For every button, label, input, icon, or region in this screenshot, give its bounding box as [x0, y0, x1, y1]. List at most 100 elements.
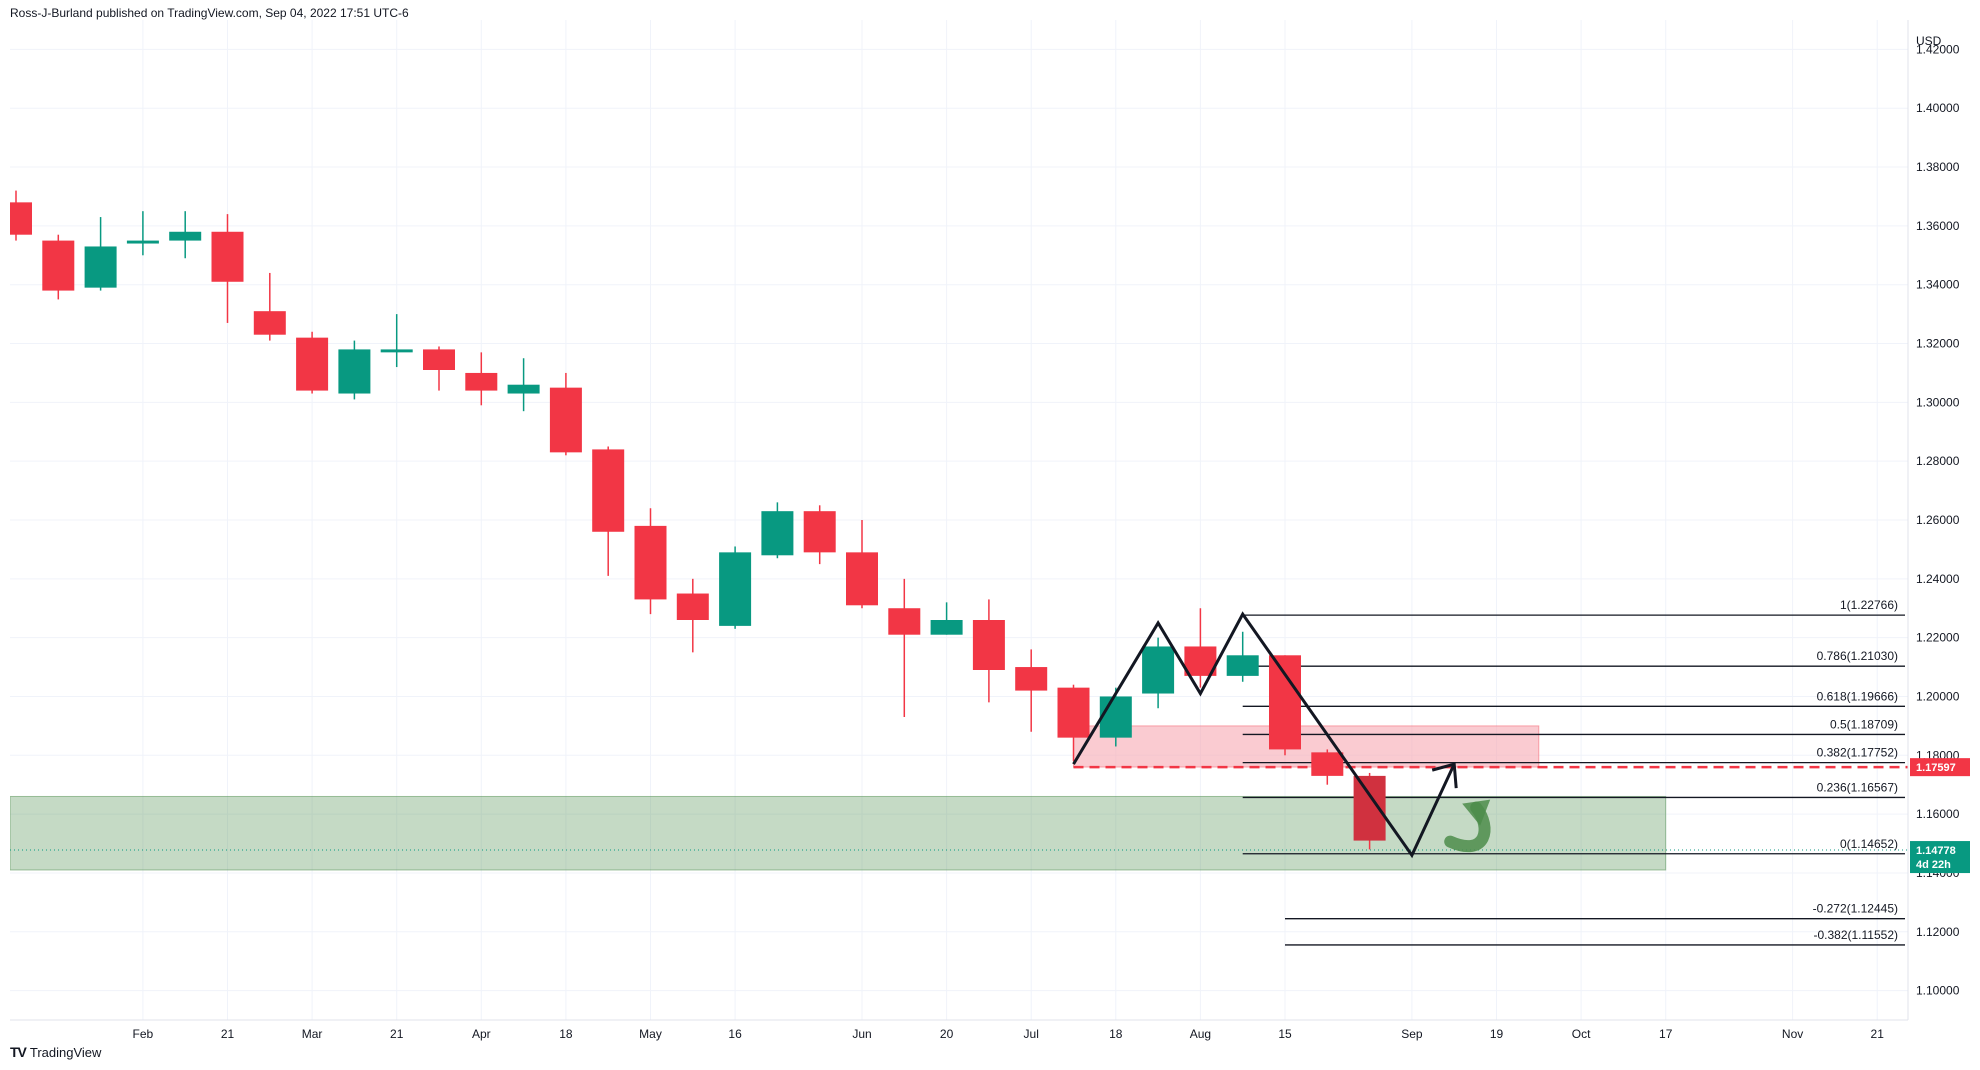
candle-body [465, 372, 498, 391]
support-zone-green [10, 795, 1667, 871]
tradingview-logo-text: TradingView [29, 1044, 102, 1060]
pattern-overlay [10, 611, 1908, 859]
time-tick-label: 18 [1109, 1027, 1123, 1041]
price-tick-label: 1.20000 [1916, 689, 1960, 703]
candle-body [761, 511, 794, 556]
price-tick-label: 1.10000 [1916, 984, 1960, 998]
candle-body [1099, 696, 1132, 738]
time-tick-label: 16 [728, 1027, 742, 1041]
candle-body [549, 387, 582, 453]
resistance-zone-red [1073, 725, 1540, 768]
dashed-level-badge [1910, 758, 1970, 777]
dashed-level-badge-text: 1.17597 [1916, 762, 1956, 774]
fib-label: 0.5(1.18709) [1830, 717, 1898, 731]
candle-body [1057, 687, 1090, 738]
time-tick-label: Sep [1401, 1027, 1423, 1041]
time-tick-label: 17 [1659, 1027, 1673, 1041]
price-tick-label: 1.12000 [1916, 925, 1960, 939]
time-tick-label: 21 [221, 1027, 235, 1041]
tradingview-logo-icon: TV [10, 1044, 27, 1060]
candle-body [1015, 667, 1048, 691]
fib-label: 0.382(1.17752) [1817, 746, 1898, 760]
candle-body [1353, 775, 1386, 841]
price-tick-label: 1.34000 [1916, 278, 1960, 292]
candle-body [507, 384, 540, 394]
candle-body [972, 620, 1005, 670]
price-tick-label: 1.36000 [1916, 219, 1960, 233]
candle-body [803, 511, 836, 553]
candle-body [211, 231, 244, 282]
publisher-info: Ross-J-Burland published on TradingView.… [10, 6, 409, 20]
price-axis[interactable]: 1.100001.120001.140001.160001.180001.200… [1916, 42, 1960, 997]
candle-body [338, 349, 371, 394]
fib-label: 0.618(1.19666) [1817, 689, 1898, 703]
currency-label: USD [1916, 34, 1942, 48]
countdown-text: 4d 22h [1916, 859, 1951, 871]
candle-body [380, 349, 413, 353]
candle-body [1311, 752, 1344, 776]
time-tick-label: 21 [390, 1027, 404, 1041]
chart-grid [10, 20, 1908, 1020]
candle-body [253, 311, 286, 335]
fib-label: -0.272(1.12445) [1813, 902, 1898, 916]
time-tick-label: May [639, 1027, 662, 1041]
chart-zones [10, 725, 1667, 871]
time-tick-label: Feb [133, 1027, 154, 1041]
current-price-badge-text: 1.14778 [1916, 845, 1956, 857]
price-tick-label: 1.28000 [1916, 454, 1960, 468]
time-tick-label: Mar [302, 1027, 323, 1041]
time-tick-label: 19 [1490, 1027, 1504, 1041]
price-tick-label: 1.38000 [1916, 160, 1960, 174]
price-badges: 1.17597 1.14778 4d 22h [1910, 758, 1970, 874]
candle-body [1269, 655, 1301, 750]
time-tick-label: 20 [940, 1027, 954, 1041]
time-tick-label: Aug [1190, 1027, 1211, 1041]
candle-body [1226, 655, 1259, 676]
time-tick-label: Apr [472, 1027, 491, 1041]
candle-body [42, 240, 75, 291]
time-tick-label: 21 [1871, 1027, 1885, 1041]
candle-body [634, 525, 667, 600]
fib-label: 0.236(1.16567) [1817, 780, 1898, 794]
candle-body [930, 620, 963, 635]
tradingview-logo[interactable]: TV TradingView [10, 1044, 101, 1060]
price-tick-label: 1.40000 [1916, 101, 1960, 115]
fib-label: -0.382(1.11552) [1813, 928, 1898, 942]
candle-body [592, 449, 625, 532]
candle-body [169, 231, 202, 241]
time-tick-label: 15 [1278, 1027, 1292, 1041]
fib-label: 0(1.14652) [1840, 837, 1898, 851]
candle-body [126, 240, 159, 244]
time-tick-label: Jun [852, 1027, 871, 1041]
time-tick-label: 18 [559, 1027, 573, 1041]
price-tick-label: 1.22000 [1916, 631, 1960, 645]
price-tick-label: 1.42000 [1916, 42, 1960, 56]
double-top-pattern-line [1072, 611, 1456, 859]
fibonacci-retracement[interactable]: 1(1.22766) 0.786(1.21030) 0.618(1.19666) 0.… [1242, 598, 1905, 946]
price-tick-label: 1.32000 [1916, 337, 1960, 351]
price-tick-label: 1.16000 [1916, 807, 1960, 821]
time-tick-label: Jul [1024, 1027, 1039, 1041]
arrow-head [1431, 762, 1458, 789]
time-tick-label: Nov [1782, 1027, 1803, 1041]
price-tick-label: 1.26000 [1916, 513, 1960, 527]
price-tick-label: 1.24000 [1916, 572, 1960, 586]
time-tick-label: Oct [1572, 1027, 1591, 1041]
candle-body [296, 337, 329, 391]
candle-body [84, 246, 117, 288]
fib-label: 1(1.22766) [1840, 598, 1898, 612]
candles [10, 190, 1386, 850]
candle-body [10, 202, 32, 235]
candle-body [423, 349, 455, 370]
fib-label: 0.786(1.21030) [1817, 649, 1898, 663]
candle-body [888, 608, 921, 635]
candle-body [719, 552, 752, 626]
candle-body [846, 552, 878, 606]
candle-body [676, 593, 709, 620]
price-tick-label: 1.30000 [1916, 395, 1960, 409]
current-price-badge [1910, 841, 1970, 874]
time-axis[interactable]: Feb 21 Mar 21 Apr 18 May 16 Jun 20 Jul 18 Aug 15 Sep 19… [133, 1027, 1885, 1041]
candle-body [1142, 646, 1175, 694]
bounce-arrow-head [1462, 799, 1491, 826]
